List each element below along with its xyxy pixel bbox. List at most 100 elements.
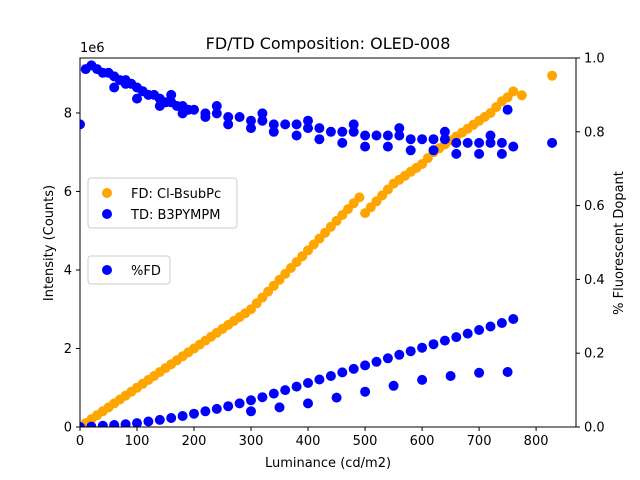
legend-lower: %FD — [87, 255, 171, 285]
data-point — [496, 148, 507, 159]
legend-label: %FD — [131, 264, 161, 279]
data-point — [485, 137, 496, 148]
y-tick-label: 6 — [64, 185, 72, 200]
series-td-b3pympm — [80, 314, 519, 427]
y-tick-label: 2 — [64, 342, 72, 357]
data-point — [303, 378, 313, 388]
data-point — [303, 123, 313, 134]
data-point — [80, 422, 85, 427]
data-point — [496, 318, 507, 328]
y-tick-label: 8 — [64, 106, 72, 121]
data-point — [177, 108, 188, 119]
data-point — [257, 115, 268, 126]
data-point — [80, 119, 85, 130]
data-point — [132, 418, 142, 427]
data-point — [451, 332, 462, 343]
x-tick-label: 0 — [76, 434, 84, 449]
x-tick-label: 300 — [239, 434, 264, 449]
data-point — [371, 356, 382, 367]
data-point — [388, 380, 399, 391]
x-tick-label: 800 — [524, 434, 549, 449]
y-tick-label: 0 — [64, 421, 72, 436]
legend-label: TD: B3PYMPM — [130, 208, 220, 223]
data-point — [371, 130, 382, 141]
data-point — [405, 145, 416, 156]
data-point — [439, 335, 450, 346]
data-point — [348, 363, 359, 374]
data-point — [337, 126, 348, 137]
data-point — [496, 137, 507, 148]
data-point — [97, 420, 108, 427]
data-point — [485, 321, 496, 332]
data-point — [132, 93, 142, 104]
data-point — [325, 126, 336, 137]
data-point — [405, 134, 416, 145]
data-point — [360, 141, 371, 152]
y2-axis-label: % Fluorescent Dopant — [612, 171, 627, 315]
data-point — [508, 314, 519, 324]
data-point — [120, 75, 131, 86]
legend-marker — [102, 188, 112, 198]
y2-tick-label: 0.8 — [584, 125, 605, 140]
data-point — [348, 126, 359, 137]
data-point — [428, 134, 439, 145]
data-point — [177, 411, 188, 421]
y2-tick-label: 0.4 — [584, 273, 605, 288]
data-point — [303, 115, 313, 126]
data-point — [462, 328, 473, 339]
data-point — [474, 325, 485, 335]
data-point — [417, 134, 428, 145]
data-point — [502, 367, 513, 377]
data-point — [246, 115, 256, 126]
data-point — [451, 137, 462, 148]
legends: FD: Cl-BsubPc TD: B3PYMPM %FD — [87, 177, 238, 285]
data-point — [257, 108, 268, 119]
x-tick-label: 100 — [125, 434, 150, 449]
data-point — [508, 86, 519, 97]
data-point — [354, 192, 365, 203]
data-point — [154, 414, 165, 425]
data-point — [439, 134, 450, 145]
y2-tick-label: 0.2 — [584, 347, 605, 362]
data-point — [485, 130, 496, 141]
data-point — [280, 119, 291, 130]
data-point — [502, 104, 513, 115]
x-axis-label: Luminance (cd/m2) — [265, 456, 391, 471]
data-point — [382, 130, 393, 141]
data-point — [280, 385, 291, 396]
data-point — [314, 123, 325, 134]
data-point — [246, 395, 256, 406]
legend-upper-frame — [87, 177, 238, 229]
y-axis-label: Intensity (Counts) — [42, 185, 57, 301]
data-point — [120, 419, 131, 427]
data-point — [303, 398, 313, 409]
chart-title: FD/TD Composition: OLED-008 — [206, 34, 451, 53]
data-point — [348, 119, 359, 130]
data-point — [474, 367, 485, 378]
data-point — [109, 82, 120, 93]
data-point — [234, 112, 245, 122]
data-point — [200, 112, 211, 122]
data-point — [394, 130, 405, 141]
legend-label: FD: Cl-BsubPc — [131, 187, 221, 202]
plot-area — [80, 60, 558, 427]
data-point — [246, 406, 256, 417]
data-point — [314, 374, 325, 385]
data-point — [86, 421, 97, 427]
series--fd — [80, 60, 558, 159]
data-point — [274, 402, 285, 413]
data-point — [547, 70, 558, 81]
data-point — [268, 119, 279, 130]
data-point — [189, 408, 199, 419]
y2-tick-label: 0.0 — [584, 421, 605, 436]
y-axis-offset-label: 1e6 — [80, 41, 105, 56]
data-point — [547, 137, 558, 148]
data-point — [268, 388, 279, 399]
data-point — [268, 126, 279, 137]
data-point — [474, 148, 485, 159]
data-point — [462, 137, 473, 148]
x-tick-label: 600 — [410, 434, 435, 449]
data-point — [223, 401, 234, 412]
